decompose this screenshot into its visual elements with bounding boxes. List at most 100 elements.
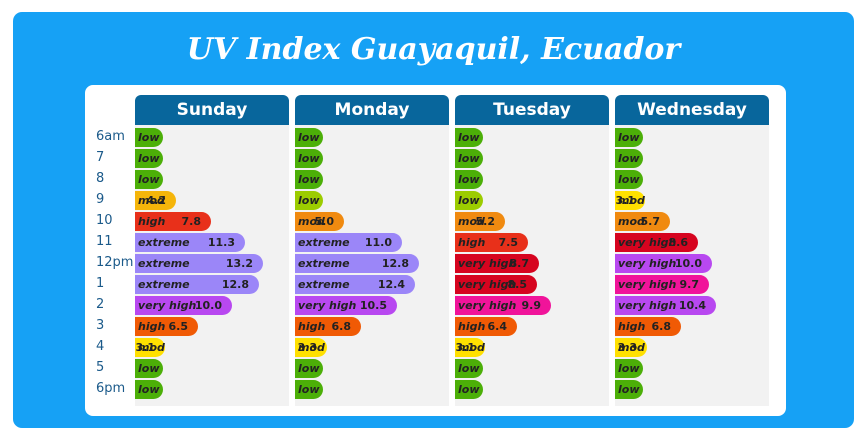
uv-level-label: low [298,194,320,207]
uv-value: 3.1 [615,194,636,207]
hour-label: 7 [96,150,105,165]
hour-label: 3 [96,318,105,333]
uv-level-label: low [458,383,480,396]
uv-level-label: low [458,362,480,375]
uv-bar: mod 5.0 [295,212,344,231]
hour-label: 8 [96,171,105,186]
hour-label: 2 [96,297,105,312]
hour-label: 6am [96,129,125,144]
uv-bar: low [455,128,483,147]
uv-bar: low [295,149,323,168]
uv-level-label: extreme [138,278,190,291]
uv-bar: low [135,128,163,147]
uv-value: 6.5 [168,320,189,333]
uv-value: 5.0 [314,215,335,228]
hour-label: 5 [96,360,105,375]
uv-bar: low [615,128,643,147]
day-bars-area: low low low low mod 5.2 high 7.5 very high 8.7 ver… [455,125,609,406]
uv-level-label: low [138,383,160,396]
uv-value: 12.8 [221,278,249,291]
uv-bar: very high 9.9 [455,296,551,315]
hour-label: 1 [96,276,105,291]
uv-level-label: very high [618,299,677,312]
uv-bar: mod 3.1 [455,338,485,357]
uv-level-label: mod [458,341,485,354]
uv-value: 5.7 [640,215,661,228]
uv-level-label: very high [298,299,357,312]
day-column-wednesday: Wednesday low low low mod 3.1 mod 5.7 very high 8… [615,95,769,406]
uv-level-label: very high [458,299,517,312]
hour-label: 4 [96,339,105,354]
uv-value: 10.0 [194,299,222,312]
uv-bar: extreme 12.4 [295,275,415,294]
uv-bar: high 6.4 [455,317,517,336]
uv-bar: extreme 12.8 [295,254,419,273]
uv-bar: very high 10.0 [135,296,232,315]
uv-level-label: very high [618,236,677,249]
uv-bar: mod 5.7 [615,212,670,231]
uv-value: 3.1 [135,341,156,354]
uv-bar: extreme 11.0 [295,233,402,252]
uv-level-label: extreme [138,257,190,270]
uv-bar: low [615,359,643,378]
day-bars-area: low low low low mod 5.0 extreme 11.0 extreme 12.8… [295,125,449,406]
uv-level-label: low [138,131,160,144]
uv-bar: low [135,380,163,399]
uv-level-label: low [298,383,320,396]
uv-level-label: extreme [138,236,190,249]
hour-label: 11 [96,234,113,249]
day-column-tuesday: Tuesday low low low low mod 5.2 high 7.5 very hig… [455,95,609,406]
uv-level-label: very high [618,257,677,270]
uv-value: 3.3 [617,341,638,354]
uv-value: 3.3 [297,341,318,354]
uv-bar: extreme 12.8 [135,275,259,294]
uv-card: UV Index Guayaquil, Ecuador 6am 7 8 9 10 11 12… [13,12,854,428]
uv-table-panel: 6am 7 8 9 10 11 12pm 1 2 3 4 5 6pm Sunday low low low mo… [85,85,786,416]
uv-value: 4.2 [146,194,167,207]
uv-bar: low [135,149,163,168]
uv-value: 10.5 [359,299,387,312]
uv-bar: high 7.8 [135,212,211,231]
uv-value: 10.0 [674,257,702,270]
day-column-sunday: Sunday low low low mod 4.2 high 7.8 extreme 11.3 e… [135,95,289,406]
day-header: Sunday [135,95,289,125]
uv-level-label: low [298,173,320,186]
uv-value: 11.3 [207,236,235,249]
uv-level-label: extreme [298,236,350,249]
uv-level-label: mod [138,194,165,207]
uv-bar: low [455,191,483,210]
day-header: Wednesday [615,95,769,125]
uv-level-label: low [618,362,640,375]
uv-bar: mod 5.2 [455,212,505,231]
uv-level-label: low [618,173,640,186]
uv-bar: very high 8.7 [455,254,539,273]
uv-level-label: very high [458,278,517,291]
uv-level-label: low [458,194,480,207]
uv-value: 7.5 [498,236,519,249]
uv-bar: low [295,380,323,399]
uv-level-label: low [298,362,320,375]
uv-level-label: high [458,320,486,333]
hour-label: 6pm [96,381,126,396]
hour-label: 10 [96,213,113,228]
uv-level-label: very high [618,278,677,291]
uv-bar: low [295,128,323,147]
uv-level-label: mod [458,215,485,228]
uv-bar: low [455,170,483,189]
uv-level-label: high [138,215,166,228]
uv-bar: low [455,149,483,168]
uv-bar: low [615,170,643,189]
uv-level-label: low [458,173,480,186]
uv-value: 10.4 [678,299,706,312]
uv-level-label: mod [618,194,645,207]
uv-bar: very high 8.6 [615,233,698,252]
uv-level-label: high [618,320,646,333]
page-title: UV Index Guayaquil, Ecuador [186,32,681,67]
uv-level-label: low [298,152,320,165]
uv-bar: very high 8.5 [455,275,537,294]
hour-label: 12pm [96,255,134,270]
day-header: Tuesday [455,95,609,125]
uv-bar: high 6.8 [295,317,361,336]
uv-level-label: mod [298,341,325,354]
uv-level-label: extreme [298,257,350,270]
